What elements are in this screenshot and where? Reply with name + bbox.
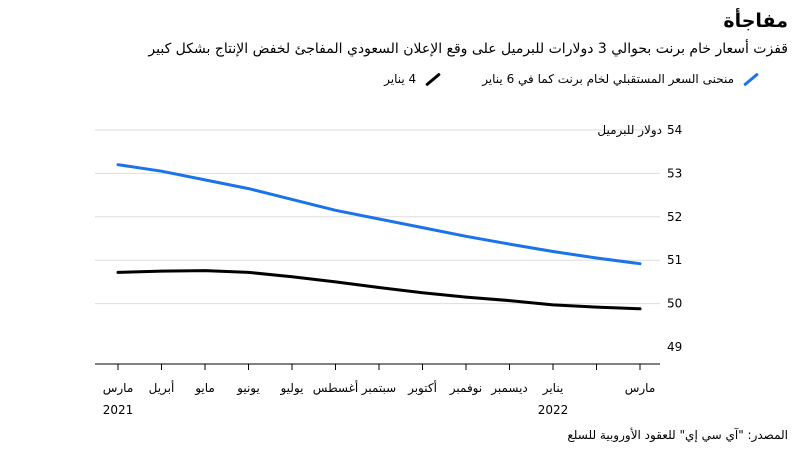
y-unit-label: دولار للبرميل [597, 123, 662, 138]
series-line-0 [116, 163, 642, 266]
x-tick-label-1: أبريل [149, 380, 175, 396]
y-tick-label-50: 50 [667, 297, 682, 311]
chart-subtitle: قفزت أسعار خام برنت بحوالي 3 دولارات للب… [148, 41, 788, 57]
y-tick-label-49: 49 [667, 340, 682, 354]
x-tick-label-12: مارس [625, 381, 656, 396]
y-tick-label-53: 53 [667, 166, 682, 180]
series-line-1 [116, 269, 642, 311]
x-tick-label-7: أكتوبر [407, 380, 437, 396]
x-tick-year-0: 2021 [103, 403, 134, 417]
x-tick-label-3: يونيو [236, 381, 260, 396]
y-tick-label-51: 51 [667, 253, 682, 267]
legend: منحنى السعر المستقبلي لخام برنت كما في 6… [384, 72, 760, 86]
legend-item-jan4: 4 يناير [384, 72, 442, 86]
x-tick-label-0: مارس [103, 381, 134, 396]
chart-title: مفاجأة [723, 10, 788, 32]
x-tick-label-6: سبتمبر [361, 381, 396, 396]
x-tick-label-8: نوفمبر [449, 381, 482, 396]
x-tick-label-2: مايو [194, 381, 215, 396]
x-tick-year-10: 2022 [538, 403, 569, 417]
x-tick-label-9: ديسمبر [490, 381, 528, 396]
y-tick-label-52: 52 [667, 210, 682, 224]
legend-item-jan6: منحنى السعر المستقبلي لخام برنت كما في 6… [482, 72, 760, 86]
source-note: المصدر: "آي سي إي" للعقود الأوروبية للسل… [567, 428, 788, 442]
x-tick-label-4: يوليو [279, 381, 303, 396]
legend-label-jan6: منحنى السعر المستقبلي لخام برنت كما في 6… [482, 72, 734, 86]
legend-label-jan4: 4 يناير [384, 72, 417, 86]
x-tick-label-5: أغسطس [313, 380, 358, 396]
y-tick-label-54: 54 [667, 123, 682, 137]
x-tick-label-10: يناير [542, 381, 564, 396]
